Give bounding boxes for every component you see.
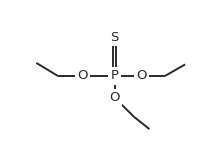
Text: P: P <box>111 69 119 83</box>
Text: O: O <box>78 69 88 83</box>
Text: O: O <box>109 91 120 104</box>
Text: O: O <box>137 69 147 83</box>
Text: S: S <box>110 31 119 44</box>
